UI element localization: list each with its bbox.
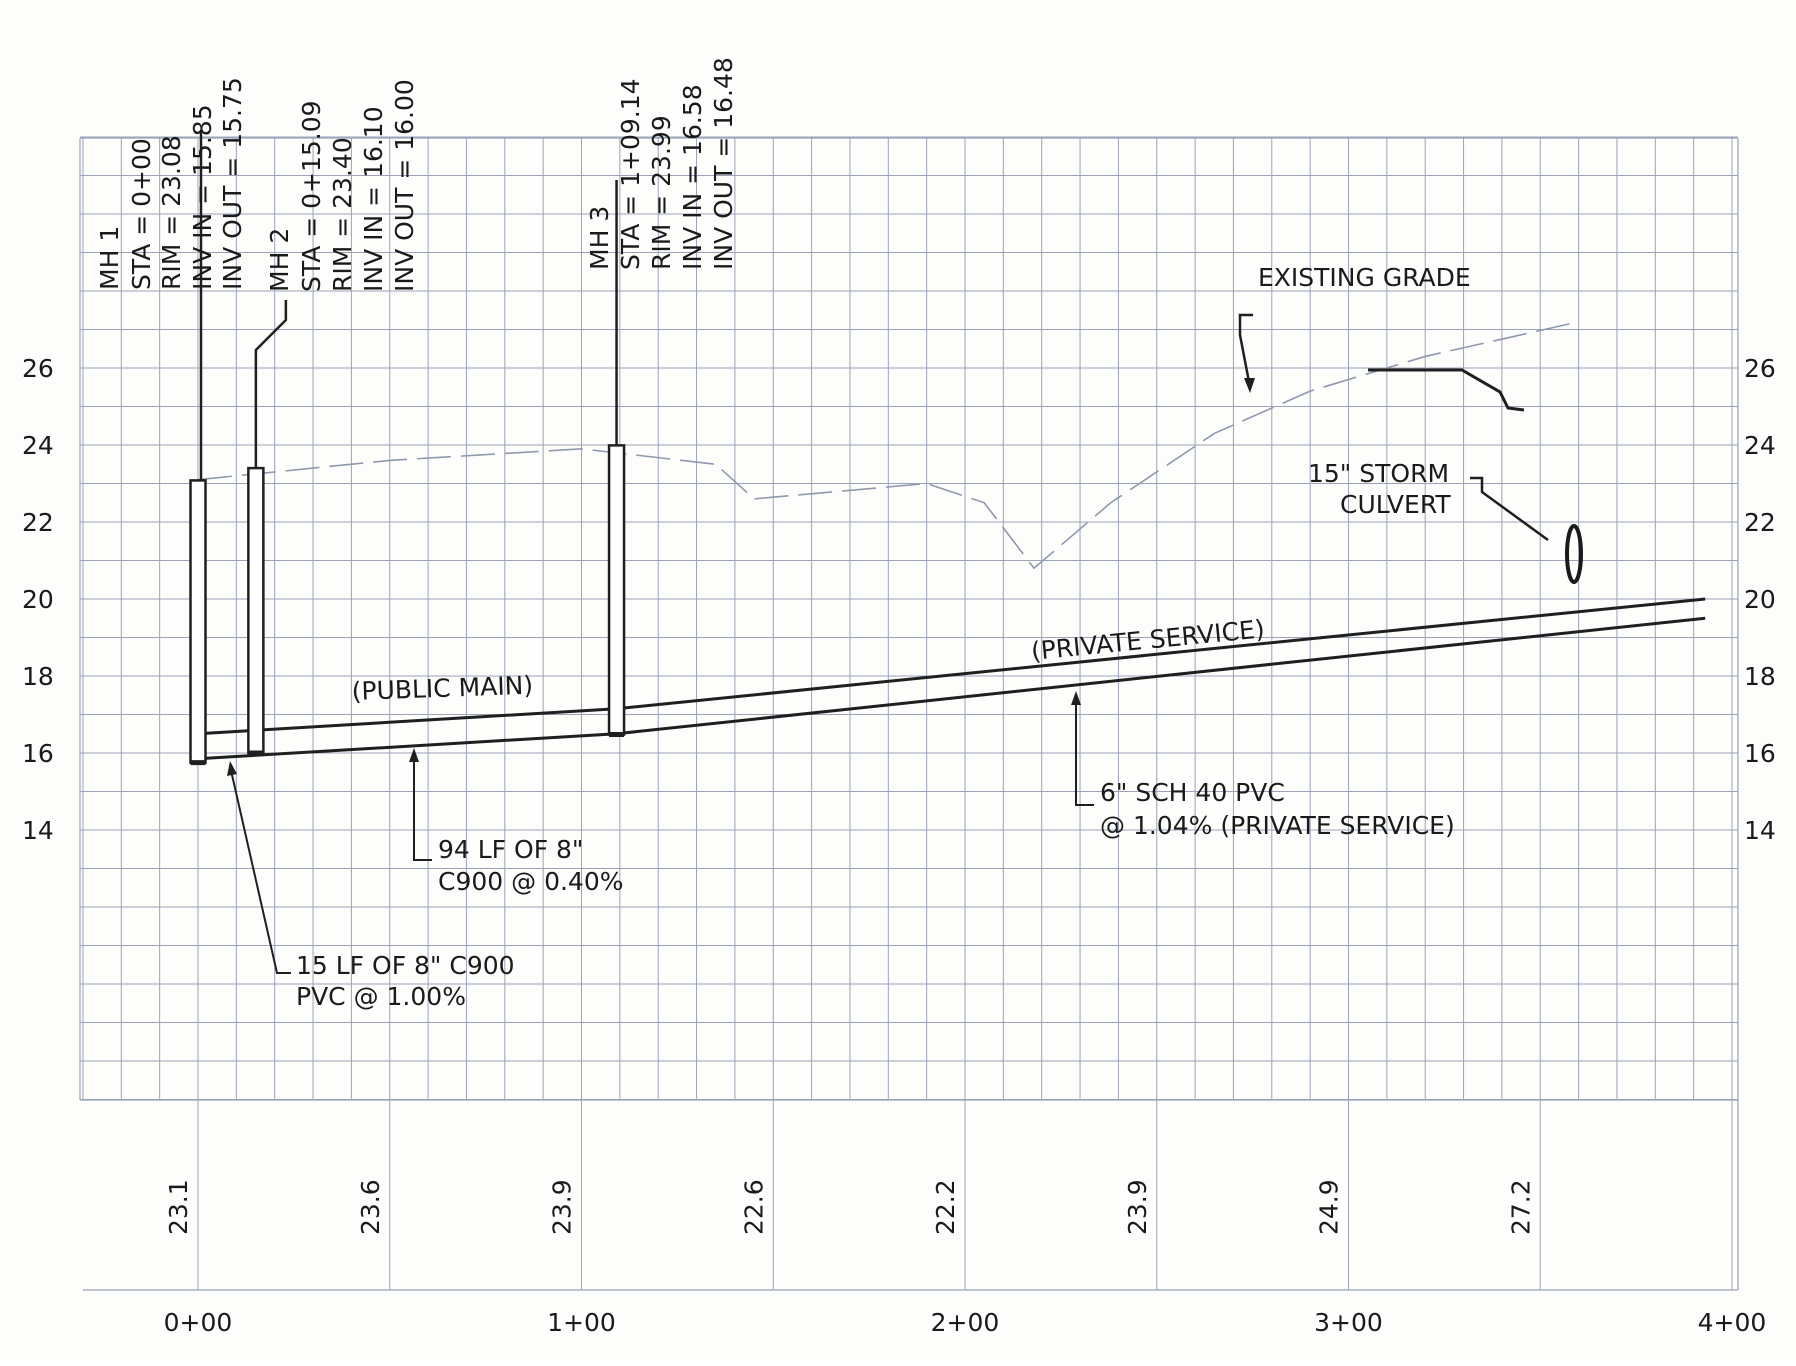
pipe-15-callout: 15 LF OF 8" C900 PVC @ 1.00% [227, 761, 515, 1011]
manhole-1-label-line: INV OUT = 15.75 [218, 77, 247, 290]
station-tick: 2+00 [931, 1308, 1000, 1337]
elevation-tick-right: 22 [1744, 508, 1776, 537]
pipe-94-label-1: 94 LF OF 8" [438, 835, 583, 864]
elevation-tick-left: 16 [22, 739, 54, 768]
leader-arrowhead [1244, 378, 1255, 393]
manholes: MH 1 STA = 0+00 RIM = 23.08 INV IN = 15.85 I… [95, 57, 738, 766]
axes: 26 26 24 24 22 22 20 20 18 18 16 16 14 14 0+00 1+00 2+00… [22, 354, 1776, 1337]
grade-table-value: 23.1 [164, 1179, 193, 1235]
manhole-1-label-line: INV IN = 15.85 [188, 104, 217, 290]
grade-table-value: 23.9 [548, 1179, 577, 1235]
pipe-94-callout: 94 LF OF 8" C900 @ 0.40% [409, 748, 624, 896]
manhole-3-label-line: STA = 1+09.14 [616, 78, 645, 270]
service-label-1: 6" SCH 40 PVC [1100, 778, 1285, 807]
manhole-3-label-line: INV OUT = 16.48 [709, 57, 738, 270]
storm-culvert-callout: 15" STORM CULVERT [1308, 459, 1583, 584]
manhole-2-label-line: STA = 0+15.09 [297, 100, 326, 292]
manhole-2-label-line: INV OUT = 16.00 [390, 79, 419, 292]
existing-grade-label: EXISTING GRADE [1258, 263, 1471, 292]
storm-culvert-label-2: CULVERT [1340, 490, 1451, 519]
grade-table-value: 24.9 [1315, 1179, 1344, 1235]
station-tick: 1+00 [547, 1308, 616, 1337]
grade-elevation-table: 23.1 23.6 23.9 22.6 22.2 23.9 24.9 27.2 [164, 1179, 1535, 1235]
service-label-2: @ 1.04% (PRIVATE SERVICE) [1100, 811, 1455, 840]
private-service-label: (PRIVATE SERVICE) [1030, 614, 1266, 666]
public-main-callout: (PUBLIC MAIN) [351, 671, 533, 706]
elevation-tick-right: 18 [1744, 662, 1776, 691]
grade-table-value: 22.2 [931, 1179, 960, 1235]
pipe-15-label-1: 15 LF OF 8" C900 [296, 951, 515, 980]
station-tick: 0+00 [164, 1308, 233, 1337]
leader-arrowhead [1071, 691, 1081, 705]
pipe-94-leader [413, 753, 432, 861]
elevation-tick-left: 18 [22, 662, 54, 691]
elevation-tick-left: 20 [22, 585, 54, 614]
grade-table-value: 23.9 [1123, 1179, 1152, 1235]
storm-pipe-stub [1368, 368, 1525, 412]
manhole-3-label-line: INV IN = 16.58 [678, 84, 707, 270]
grade-table-value: 23.6 [356, 1179, 385, 1235]
station-tick: 3+00 [1314, 1308, 1383, 1337]
grade-table-value: 27.2 [1506, 1179, 1535, 1235]
manhole-3-label-line: MH 3 [585, 206, 614, 270]
elevation-tick-right: 16 [1744, 739, 1776, 768]
storm-culvert-ellipse [1565, 524, 1583, 584]
manhole-3-structure [607, 444, 626, 736]
existing-grade-line [197, 321, 1579, 570]
manhole-2-structure [247, 466, 265, 755]
storm-culvert-leader [1470, 476, 1549, 542]
manhole-2-label-line: MH 2 [265, 228, 294, 292]
service-leader [1075, 696, 1094, 806]
existing-grade-polyline [197, 321, 1579, 570]
elevation-tick-right: 24 [1744, 431, 1776, 460]
elevation-tick-left: 24 [22, 431, 54, 460]
manhole-1-label-line: STA = 0+00 [127, 138, 156, 290]
elevation-tick-left: 22 [22, 508, 54, 537]
station-tick: 4+00 [1698, 1308, 1767, 1337]
profile-grid [79, 136, 1739, 1291]
pipe-15-leader [229, 765, 291, 974]
service-callout: 6" SCH 40 PVC @ 1.04% (PRIVATE SERVICE) [1071, 691, 1455, 840]
leader-arrowhead [227, 761, 237, 776]
elevation-tick-left: 26 [22, 354, 54, 383]
elevation-tick-right: 26 [1744, 354, 1776, 383]
manhole-2-label-line: INV IN = 16.10 [359, 106, 388, 292]
elevation-tick-right: 14 [1744, 816, 1776, 845]
pipe-crown-line [197, 597, 1706, 736]
pipe-94-label-2: C900 @ 0.40% [438, 867, 624, 896]
manhole-3-label-line: RIM = 23.99 [647, 115, 676, 270]
elevation-tick-right: 20 [1744, 585, 1776, 614]
existing-grade-callout: EXISTING GRADE [1238, 263, 1471, 393]
private-service-callout: (PRIVATE SERVICE) [1030, 614, 1266, 666]
manhole-2-leader [254, 300, 288, 469]
manhole-1-label-line: MH 1 [95, 226, 124, 290]
storm-culvert-label-1: 15" STORM [1308, 459, 1449, 488]
public-main-label: (PUBLIC MAIN) [351, 671, 533, 706]
existing-grade-leader [1238, 313, 1253, 388]
grade-table-value: 22.6 [739, 1179, 768, 1235]
manhole-2-label-line: RIM = 23.40 [328, 137, 357, 292]
elevation-tick-left: 14 [22, 816, 54, 845]
manhole-1-structure [189, 479, 207, 764]
manhole-1-label-line: RIM = 23.08 [157, 135, 186, 290]
pipe-15-label-2: PVC @ 1.00% [296, 982, 466, 1011]
leader-arrowhead [409, 748, 419, 762]
